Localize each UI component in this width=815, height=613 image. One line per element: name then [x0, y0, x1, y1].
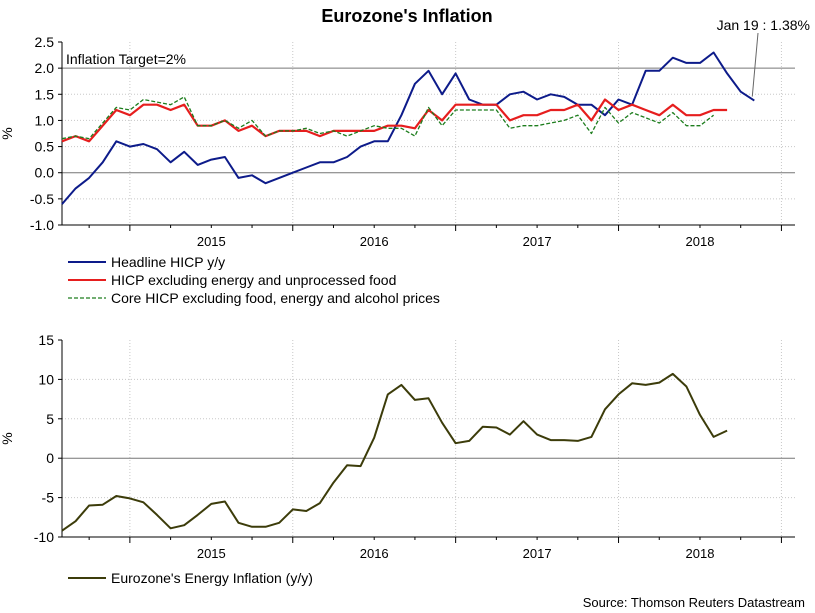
excl-energy-series-line	[61, 98, 728, 143]
y-tick-label: -5	[42, 490, 55, 506]
energy-series-line	[61, 372, 728, 532]
x-tick-label: 2018	[686, 234, 715, 249]
x-tick-label: 2016	[360, 234, 389, 249]
x-tick-label: 2018	[686, 546, 715, 561]
y-tick-label: 1.5	[35, 86, 55, 102]
bottom-panel-gridlines	[62, 340, 795, 537]
y-tick-label: 2.0	[35, 60, 55, 76]
x-tick-label: 2017	[523, 234, 552, 249]
top-panel: 2015 2016 2017 2018 -1.0 -0.5 0.0 0.5 1.0 1.5 2.0 2…	[0, 17, 810, 249]
y-tick-label: 10	[38, 371, 54, 387]
y-tick-label: -10	[34, 529, 54, 545]
legend-label: Core HICP excluding food, energy and alc…	[111, 290, 440, 306]
x-tick-label: 2015	[197, 234, 226, 249]
y-axis-label: %	[0, 432, 15, 444]
callout-label: Jan 19 : 1.38%	[717, 17, 810, 33]
source-note: Source: Thomson Reuters Datastream	[583, 595, 805, 610]
top-panel-series	[61, 51, 755, 205]
y-tick-label: 0	[46, 450, 54, 466]
y-tick-label: 0.0	[35, 165, 55, 181]
legend-label: Headline HICP y/y	[111, 254, 225, 270]
top-panel-annotations: Inflation Target=2% Jan 19 : 1.38%	[66, 17, 810, 97]
top-panel-gridlines	[62, 42, 795, 225]
y-tick-label: 5	[46, 411, 54, 427]
bottom-panel-axes: 2015 2016 2017 2018 -10 -5 0 5 10 15%	[0, 332, 795, 561]
y-tick-label: 1.0	[35, 112, 55, 128]
y-tick-label: 15	[38, 332, 54, 348]
chart-title: Eurozone's Inflation	[321, 6, 492, 26]
y-axis-label: %	[0, 127, 15, 139]
legend-label: HICP excluding energy and unprocessed fo…	[111, 272, 396, 288]
x-tick-label: 2017	[523, 546, 552, 561]
callout-leader-line	[751, 32, 759, 97]
legend-label: Eurozone's Energy Inflation (y/y)	[111, 570, 313, 586]
legends: Headline HICP y/y HICP excluding energy a…	[68, 254, 440, 586]
y-tick-label: 2.5	[35, 34, 55, 50]
bottom-panel-series	[61, 372, 728, 532]
top-panel-axes: 2015 2016 2017 2018 -1.0 -0.5 0.0 0.5 1.0 1.5 2.0 2…	[0, 34, 795, 249]
target-annotation: Inflation Target=2%	[66, 51, 186, 67]
x-tick-label: 2016	[360, 546, 389, 561]
x-tick-label: 2015	[197, 546, 226, 561]
core-series-line	[61, 96, 714, 140]
y-tick-label: -0.5	[30, 191, 54, 207]
y-tick-label: 0.5	[35, 139, 55, 155]
headline-series-line	[61, 51, 755, 205]
bottom-panel: 2015 2016 2017 2018 -10 -5 0 5 10 15%	[0, 332, 795, 561]
y-tick-label: -1.0	[30, 217, 54, 233]
